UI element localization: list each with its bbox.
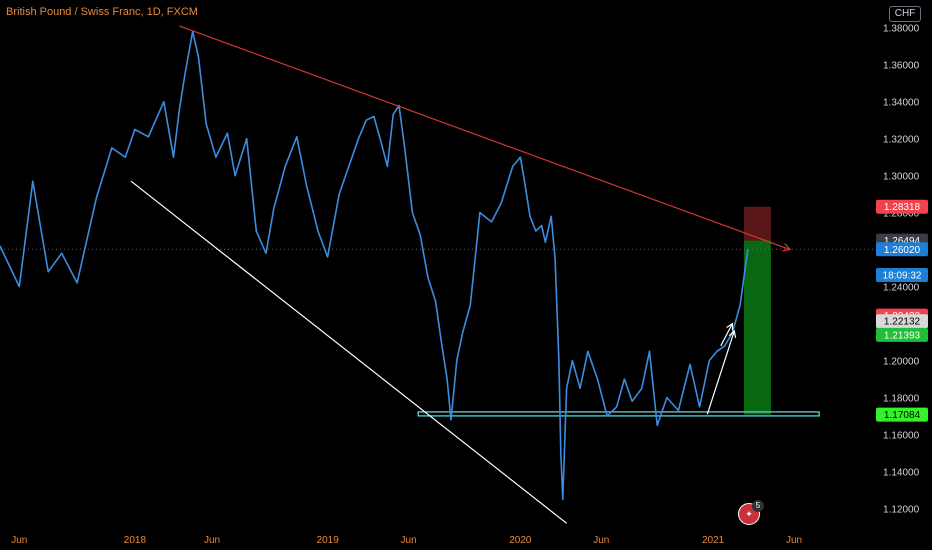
chart-title: British Pound / Swiss Franc, 1D, FXCM: [6, 6, 198, 18]
y-tick-label: 1.34000: [883, 98, 920, 109]
x-tick-label: Jun: [11, 535, 27, 546]
x-tick-label: Jun: [593, 535, 609, 546]
x-tick-label: 2018: [124, 535, 147, 546]
arrow-1: [706, 330, 735, 415]
price-tag-label: 18:09:32: [883, 271, 922, 282]
y-tick-label: 1.20000: [883, 357, 920, 368]
y-tick-label: 1.36000: [883, 61, 920, 72]
price-tag-bg: [876, 242, 928, 257]
price-tag-label: 1.21393: [884, 330, 921, 341]
resistance-line: [179, 25, 791, 251]
resistance-arrowhead: [782, 243, 792, 252]
arrow-1-head: [728, 329, 737, 339]
price-axis[interactable]: 1.38000 1.36000 1.34000 1.32000 1.30000 1.280…: [883, 24, 920, 516]
price-tag-bg: [876, 199, 928, 214]
y-tick-label: 1.16000: [883, 431, 920, 442]
arrow-2-head: [726, 322, 734, 331]
y-tick-label: 1.28000: [883, 209, 920, 220]
price-tag-label: 1.17084: [884, 410, 921, 421]
y-tick-label: 1.14000: [883, 468, 920, 479]
y-tick-label: 1.38000: [883, 24, 920, 35]
price-tag-label: 1.28318: [884, 202, 921, 213]
plot-area[interactable]: [0, 25, 875, 524]
x-tick-label: Jun: [401, 535, 417, 546]
price-tag-label: 1.22132: [884, 317, 921, 328]
y-tick-label: 1.24000: [883, 283, 920, 294]
x-tick-label: 2019: [317, 535, 340, 546]
stop-zone: [743, 206, 771, 241]
y-tick-label: 1.12000: [883, 505, 920, 516]
x-tick-label: Jun: [204, 535, 220, 546]
x-tick-label: Jun: [786, 535, 802, 546]
notification-count: 5: [752, 500, 764, 512]
price-tag-bg: [876, 314, 928, 329]
y-tick-label: 1.18000: [883, 394, 920, 405]
price-tag-label: 1.26020: [884, 245, 921, 256]
price-tag-label: 1.26494: [884, 236, 921, 247]
price-tag-bg: [876, 268, 928, 283]
arrow-2: [720, 323, 733, 347]
y-tick-label: 1.30000: [883, 172, 920, 183]
price-line: [0, 30, 749, 501]
time-axis[interactable]: Jun 2018 Jun 2019 Jun 2020 Jun 2021 Jun: [11, 535, 802, 546]
price-tag-bg: [876, 407, 928, 422]
x-tick-label: 2020: [509, 535, 532, 546]
currency-button[interactable]: CHF: [889, 6, 921, 22]
price-tag-bg: [876, 327, 928, 342]
support-trendline: [130, 180, 568, 524]
y-tick-label: 1.32000: [883, 135, 920, 146]
x-tick-label: 2021: [702, 535, 725, 546]
price-tags: 1.283181.264941.2602018:09:321.224321.22…: [876, 199, 928, 422]
horizontal-support-line: [417, 411, 820, 417]
target-zone: [743, 240, 771, 415]
